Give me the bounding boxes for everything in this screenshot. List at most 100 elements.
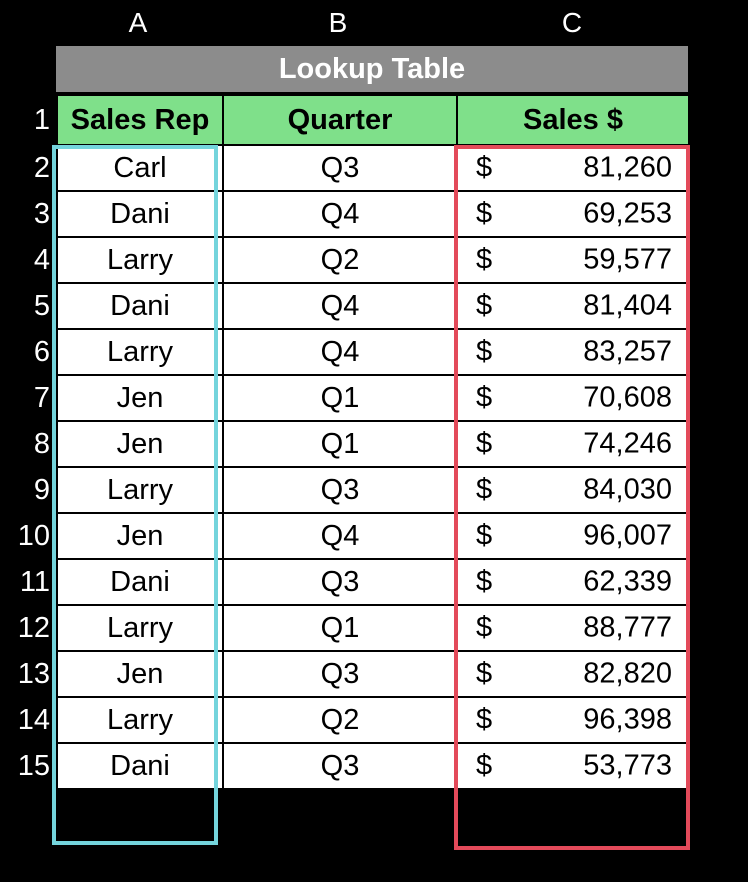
cell-sales-rep[interactable]: Jen: [56, 512, 224, 560]
row-number[interactable]: 9: [33, 474, 50, 506]
table-row: Larry Q2 $96,398: [56, 696, 690, 744]
currency-symbol: $: [476, 427, 493, 460]
row-number[interactable]: 6: [33, 336, 50, 368]
column-letter-c[interactable]: C: [561, 7, 583, 38]
cell-sales-rep[interactable]: Larry: [56, 236, 224, 284]
cell-sales[interactable]: $96,007: [456, 512, 690, 560]
cell-sales[interactable]: $81,260: [456, 144, 690, 192]
currency-symbol: $: [476, 657, 493, 690]
cell-sales[interactable]: $81,404: [456, 282, 690, 330]
currency-symbol: $: [476, 243, 493, 276]
table-row: Carl Q3 $81,260: [56, 144, 690, 192]
cell-quarter[interactable]: Q2: [222, 236, 458, 284]
cell-sales-rep[interactable]: Dani: [56, 742, 224, 790]
table-row: Jen Q1 $70,608: [56, 374, 690, 422]
cell-quarter[interactable]: Q3: [222, 558, 458, 606]
row-number[interactable]: 1: [33, 104, 50, 136]
cell-sales[interactable]: $62,339: [456, 558, 690, 606]
currency-symbol: $: [476, 289, 493, 322]
row-number[interactable]: 15: [17, 750, 50, 782]
row-number[interactable]: 3: [33, 198, 50, 230]
sales-amount: 83,257: [583, 335, 672, 368]
table-row: Dani Q4 $69,253: [56, 190, 690, 238]
column-letter-a[interactable]: A: [128, 7, 148, 38]
cell-quarter[interactable]: Q4: [222, 190, 458, 238]
cell-sales[interactable]: $59,577: [456, 236, 690, 284]
cell-quarter[interactable]: Q3: [222, 742, 458, 790]
cell-sales-rep[interactable]: Jen: [56, 420, 224, 468]
row-number[interactable]: 11: [19, 566, 50, 598]
cell-sales[interactable]: $53,773: [456, 742, 690, 790]
currency-symbol: $: [476, 749, 493, 782]
cell-quarter[interactable]: Q4: [222, 512, 458, 560]
cell-sales-rep[interactable]: Larry: [56, 328, 224, 376]
header-quarter[interactable]: Quarter: [222, 94, 458, 146]
cell-sales[interactable]: $70,608: [456, 374, 690, 422]
table-row: Larry Q3 $84,030: [56, 466, 690, 514]
row-number[interactable]: 13: [17, 658, 50, 690]
currency-symbol: $: [476, 473, 493, 506]
cell-sales-rep[interactable]: Dani: [56, 190, 224, 238]
currency-symbol: $: [476, 565, 493, 598]
sales-amount: 82,820: [583, 657, 672, 690]
cell-sales[interactable]: $74,246: [456, 420, 690, 468]
table-title: Lookup Table: [56, 46, 688, 92]
cell-sales[interactable]: $82,820: [456, 650, 690, 698]
table-row: Jen Q1 $74,246: [56, 420, 690, 468]
cell-sales-rep[interactable]: Dani: [56, 282, 224, 330]
table-row: Larry Q2 $59,577: [56, 236, 690, 284]
cell-sales-rep[interactable]: Carl: [56, 144, 224, 192]
cell-sales[interactable]: $69,253: [456, 190, 690, 238]
column-letter-b[interactable]: B: [328, 7, 348, 38]
header-sales-rep[interactable]: Sales Rep: [56, 94, 224, 146]
cell-sales[interactable]: $96,398: [456, 696, 690, 744]
cell-quarter[interactable]: Q2: [222, 696, 458, 744]
sales-amount: 53,773: [583, 749, 672, 782]
currency-symbol: $: [476, 381, 493, 414]
cell-quarter[interactable]: Q3: [222, 466, 458, 514]
sales-amount: 62,339: [583, 565, 672, 598]
table-row: Jen Q3 $82,820: [56, 650, 690, 698]
sales-amount: 74,246: [583, 427, 672, 460]
row-number[interactable]: 8: [33, 428, 50, 460]
cell-quarter[interactable]: Q1: [222, 604, 458, 652]
cell-quarter[interactable]: Q3: [222, 144, 458, 192]
sales-amount: 96,398: [583, 703, 672, 736]
cell-quarter[interactable]: Q1: [222, 374, 458, 422]
currency-symbol: $: [476, 611, 493, 644]
cell-sales[interactable]: $88,777: [456, 604, 690, 652]
row-number[interactable]: 12: [17, 612, 50, 644]
row-number[interactable]: 4: [33, 244, 50, 276]
currency-symbol: $: [476, 335, 493, 368]
cell-sales-rep[interactable]: Dani: [56, 558, 224, 606]
cell-sales-rep[interactable]: Larry: [56, 696, 224, 744]
table-row: Jen Q4 $96,007: [56, 512, 690, 560]
table-row: Dani Q4 $81,404: [56, 282, 690, 330]
sales-amount: 59,577: [583, 243, 672, 276]
cell-sales-rep[interactable]: Larry: [56, 466, 224, 514]
cell-sales[interactable]: $84,030: [456, 466, 690, 514]
row-number[interactable]: 10: [17, 520, 50, 552]
currency-symbol: $: [476, 703, 493, 736]
cell-sales-rep[interactable]: Jen: [56, 374, 224, 422]
cell-quarter[interactable]: Q1: [222, 420, 458, 468]
cell-quarter[interactable]: Q3: [222, 650, 458, 698]
currency-symbol: $: [476, 519, 493, 552]
header-sales[interactable]: Sales $: [456, 94, 690, 146]
cell-quarter[interactable]: Q4: [222, 282, 458, 330]
table-row: Dani Q3 $62,339: [56, 558, 690, 606]
cell-sales[interactable]: $83,257: [456, 328, 690, 376]
cell-sales-rep[interactable]: Jen: [56, 650, 224, 698]
table-row: Larry Q1 $88,777: [56, 604, 690, 652]
cell-sales-rep[interactable]: Larry: [56, 604, 224, 652]
row-number[interactable]: 2: [33, 152, 50, 184]
header-row: Sales Rep Quarter Sales $: [56, 94, 690, 146]
row-number[interactable]: 14: [17, 704, 50, 736]
sales-amount: 84,030: [583, 473, 672, 506]
row-number[interactable]: 5: [33, 290, 50, 322]
sales-amount: 69,253: [583, 197, 672, 230]
cell-quarter[interactable]: Q4: [222, 328, 458, 376]
row-number[interactable]: 7: [33, 382, 50, 414]
table-row: Dani Q3 $53,773: [56, 742, 690, 790]
sales-amount: 96,007: [583, 519, 672, 552]
